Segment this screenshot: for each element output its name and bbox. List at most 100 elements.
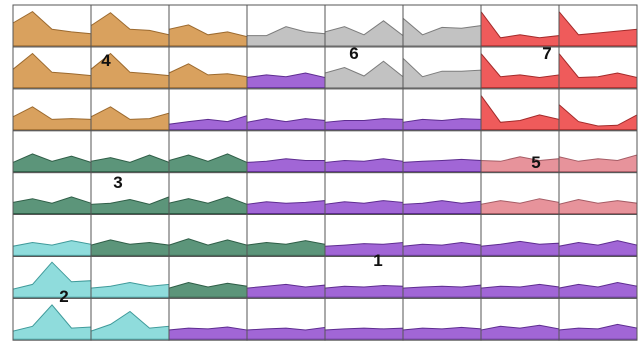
cell-r8-c1 xyxy=(12,297,92,341)
cell-area-purple xyxy=(246,283,326,298)
cell-r6-c8 xyxy=(558,214,638,257)
cell-r5-c6 xyxy=(402,172,482,216)
cell-area-cyan xyxy=(90,281,170,298)
cell-r2-c5 xyxy=(324,46,404,90)
cell-r8-c6 xyxy=(402,297,482,341)
region-label-1: 1 xyxy=(373,251,382,270)
cell-area-orange xyxy=(90,12,170,47)
cell-area-purple xyxy=(324,200,404,214)
cell-area-green xyxy=(168,196,248,214)
cell-r3-c3 xyxy=(168,88,248,132)
cell-area-cyan xyxy=(90,310,170,340)
cell-r5-c8 xyxy=(558,172,638,216)
cell-r2-c6 xyxy=(402,46,482,90)
cell-r7-c2 xyxy=(90,255,170,299)
cell-area-purple xyxy=(402,326,482,340)
cell-area-gray xyxy=(246,26,326,47)
cell-r2-c4 xyxy=(246,46,326,90)
cell-area-purple xyxy=(480,240,560,256)
cell-area-gray xyxy=(402,17,482,47)
cell-area-red xyxy=(480,93,560,131)
cell-r4-c2 xyxy=(90,130,170,174)
cell-r5-c2 xyxy=(90,172,170,216)
cell-r1-c3 xyxy=(168,4,248,48)
cell-r2-c3 xyxy=(168,46,248,90)
cell-area-purple xyxy=(246,158,326,173)
cell-area-gray xyxy=(402,57,482,89)
cell-area-green xyxy=(168,238,248,256)
cell-r3-c5 xyxy=(324,88,404,132)
cell-area-purple xyxy=(558,240,638,256)
cell-r3-c4 xyxy=(246,88,326,132)
cell-area-purple xyxy=(168,326,248,340)
cell-area-purple xyxy=(324,327,404,340)
cell-area-green xyxy=(168,281,248,298)
cell-r7-c6 xyxy=(402,255,482,299)
cell-r4-c4 xyxy=(246,130,326,174)
cell-r5-c4 xyxy=(246,172,326,216)
cell-r7-c3 xyxy=(168,255,248,299)
cell-r6-c6 xyxy=(402,214,482,257)
cell-r7-c7 xyxy=(480,255,560,299)
cell-r7-c8 xyxy=(558,255,638,299)
cell-r5-c5 xyxy=(324,172,404,216)
cell-area-purple xyxy=(324,284,404,298)
cell-area-pink xyxy=(480,156,560,173)
cell-r4-c3 xyxy=(168,130,248,174)
cell-r1-c1 xyxy=(12,4,92,48)
cell-area-green xyxy=(12,153,92,173)
cell-r2-c8 xyxy=(558,46,638,90)
cell-area-purple xyxy=(558,323,638,340)
cell-r6-c1 xyxy=(12,214,92,257)
cell-layer xyxy=(12,4,638,341)
cell-area-green xyxy=(246,240,326,256)
cell-area-red xyxy=(558,10,638,47)
cell-r3-c8 xyxy=(558,88,638,132)
cell-area-green xyxy=(90,196,170,214)
region-label-2: 2 xyxy=(59,287,68,306)
cell-r8-c5 xyxy=(324,297,404,341)
cell-r8-c7 xyxy=(480,297,560,341)
cell-area-purple xyxy=(324,158,404,173)
cell-area-purple xyxy=(246,118,326,131)
cell-area-pink xyxy=(558,154,638,173)
cell-area-purple xyxy=(246,326,326,340)
cell-r4-c7 xyxy=(480,130,560,174)
cell-area-purple xyxy=(168,115,248,131)
cell-r7-c4 xyxy=(246,255,326,299)
cell-area-green xyxy=(168,153,248,173)
cell-area-purple xyxy=(480,283,560,298)
cell-r6-c7 xyxy=(480,214,560,257)
cell-area-pink xyxy=(558,198,638,214)
cell-area-pink xyxy=(480,198,560,214)
cell-area-cyan xyxy=(12,261,92,298)
cell-area-purple xyxy=(558,281,638,298)
cell-area-purple xyxy=(402,200,482,214)
cell-r6-c2 xyxy=(90,214,170,257)
cell-r6-c4 xyxy=(246,214,326,257)
cell-r7-c1 xyxy=(12,255,92,299)
cell-r4-c5 xyxy=(324,130,404,174)
region-label-layer: 1 2 3 4 5 6 7 xyxy=(59,44,551,306)
cell-area-purple xyxy=(246,200,326,214)
cell-r3-c6 xyxy=(402,88,482,132)
cell-r3-c7 xyxy=(480,88,560,132)
region-label-5: 5 xyxy=(531,153,540,172)
cell-area-orange xyxy=(90,106,170,131)
region-label-3: 3 xyxy=(113,173,122,192)
region-label-7: 7 xyxy=(542,44,551,63)
cell-area-orange xyxy=(12,52,92,89)
cell-r1-c8 xyxy=(558,4,638,48)
cell-area-purple xyxy=(480,324,560,340)
cell-area-purple xyxy=(324,118,404,131)
cell-area-orange xyxy=(168,24,248,47)
cell-area-orange xyxy=(12,106,92,131)
cell-r4-c6 xyxy=(402,130,482,174)
cell-r5-c3 xyxy=(168,172,248,216)
cell-r3-c1 xyxy=(12,88,92,132)
cell-area-purple xyxy=(402,284,482,298)
cell-r1-c7 xyxy=(480,4,560,48)
cell-r8-c8 xyxy=(558,297,638,341)
cell-r1-c6 xyxy=(402,4,482,48)
